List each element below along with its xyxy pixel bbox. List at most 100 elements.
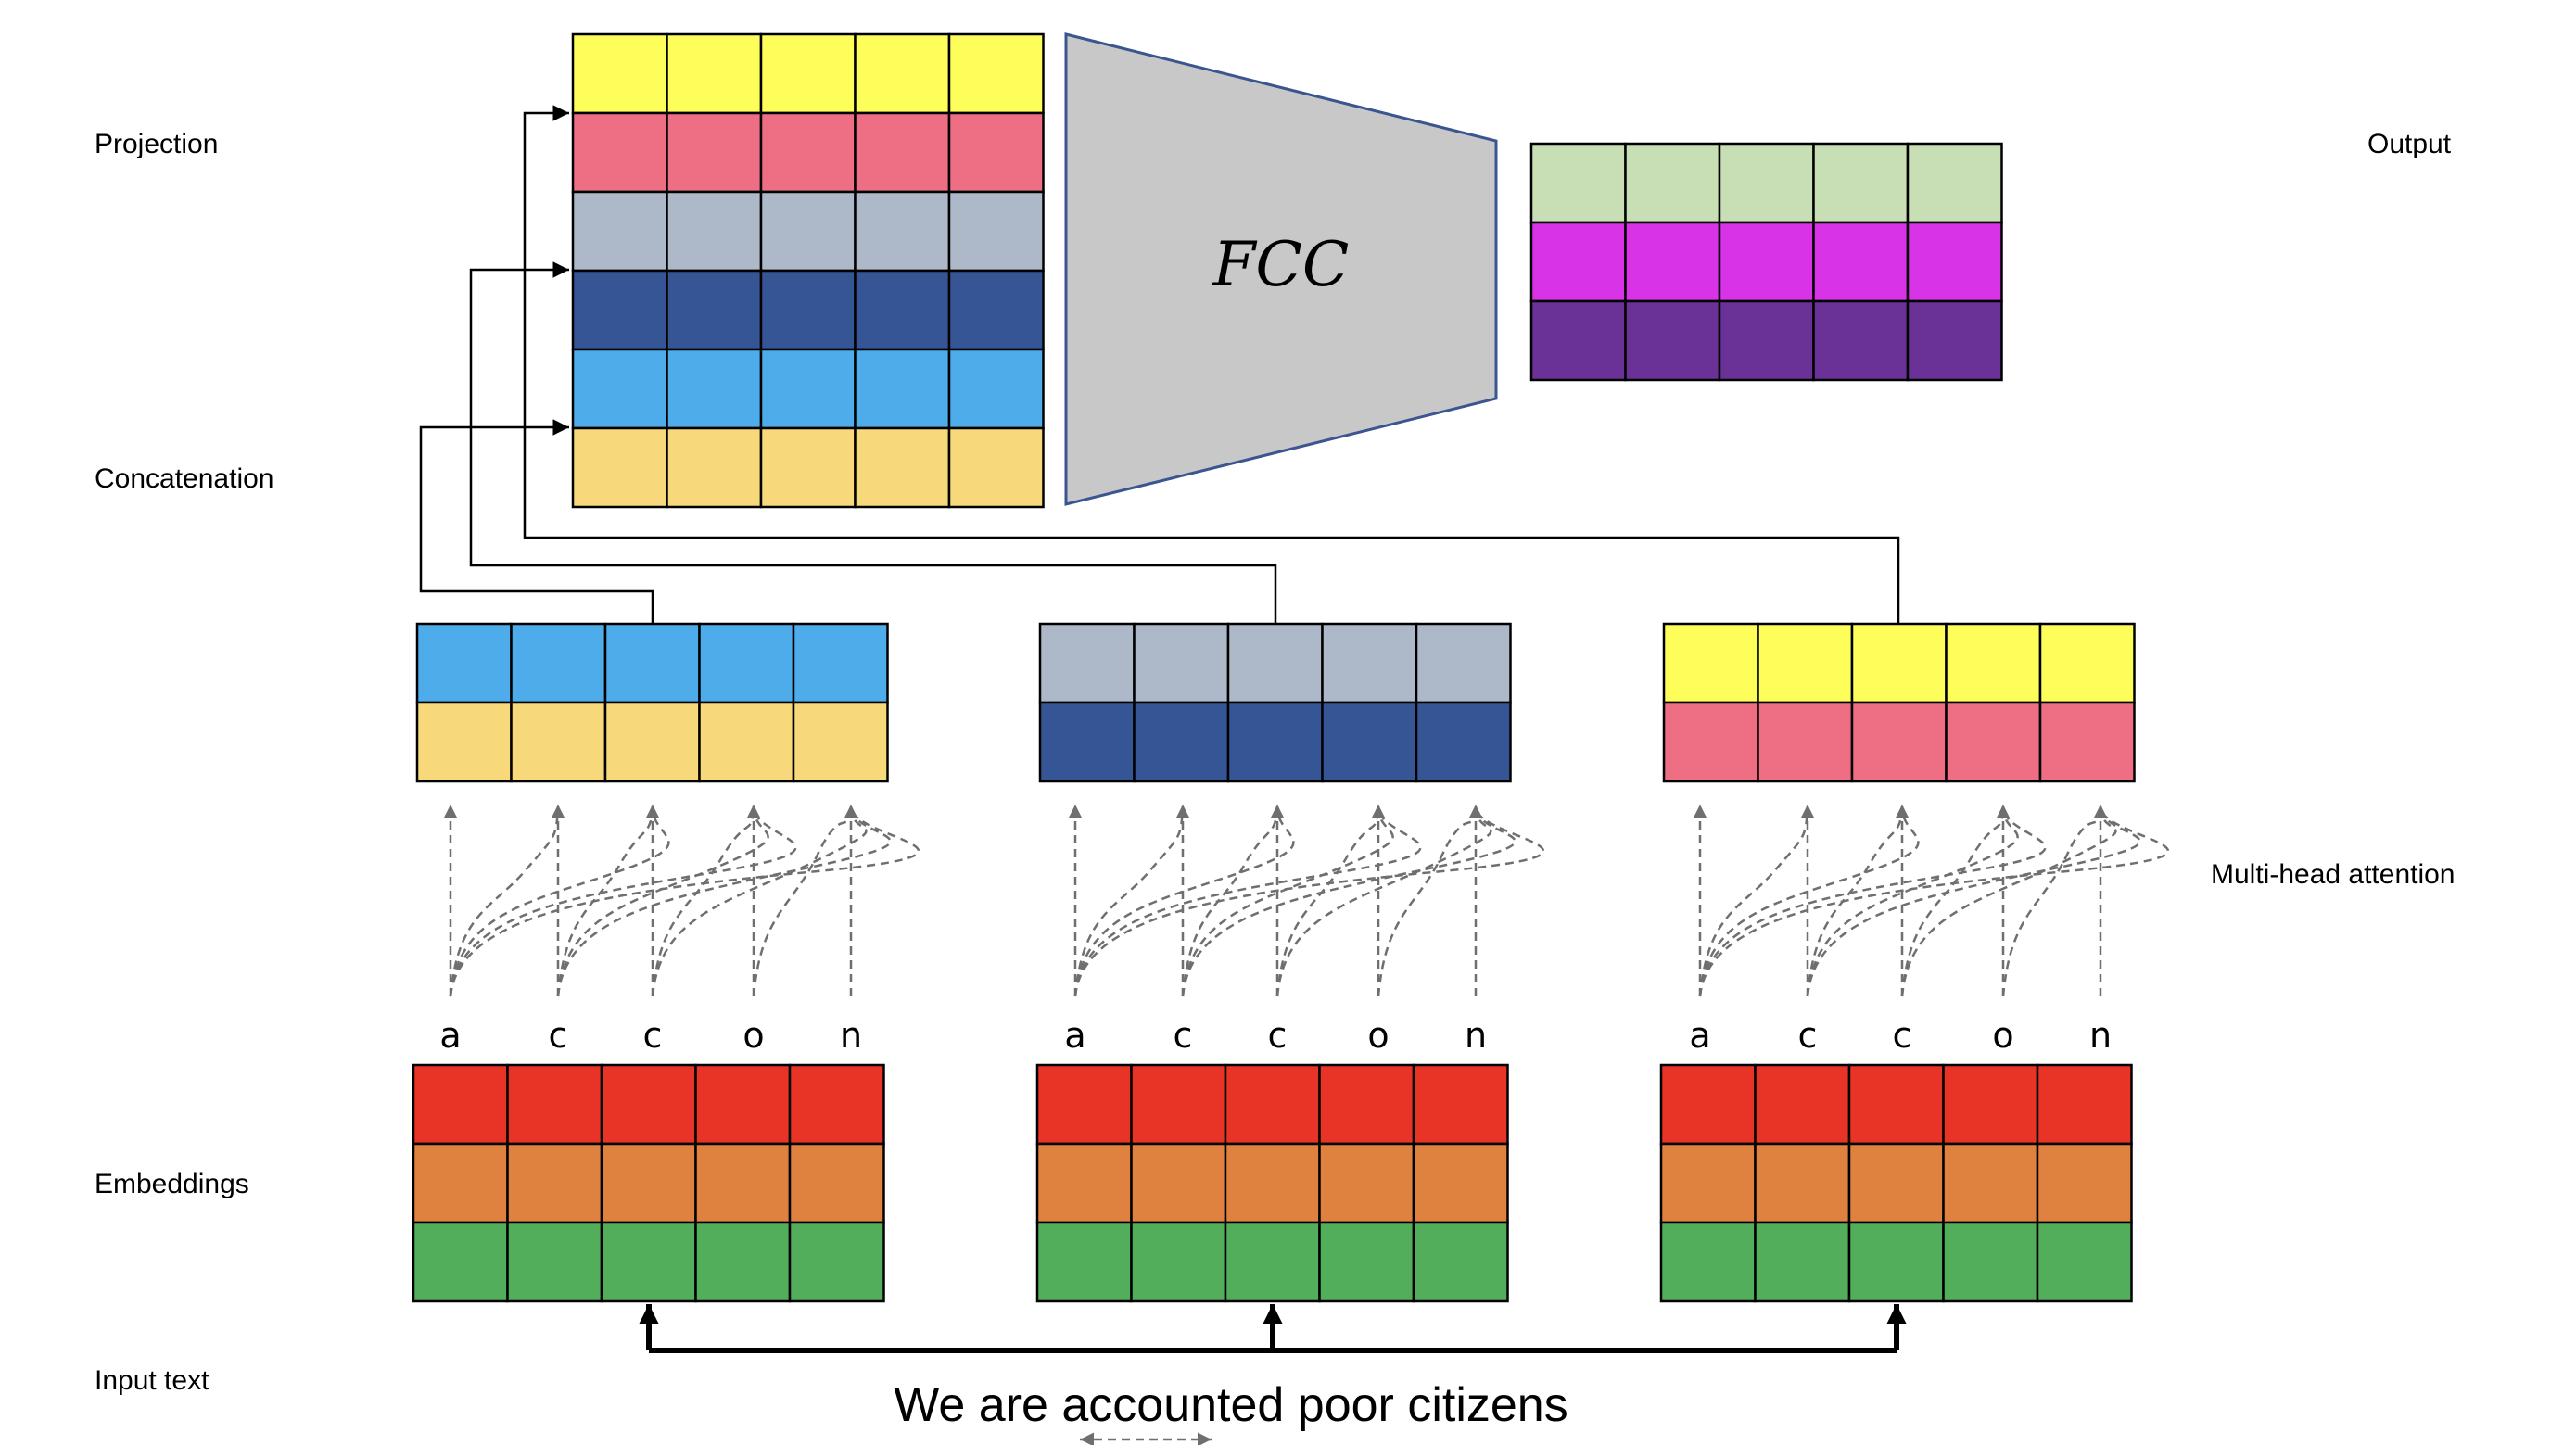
cell-dark_blue bbox=[1226, 701, 1324, 783]
cell-light_blue bbox=[571, 348, 668, 430]
cell-yellow bbox=[947, 32, 1045, 115]
cell-tan bbox=[510, 701, 607, 783]
cell-orange bbox=[412, 1142, 509, 1224]
cell-light_blue bbox=[415, 622, 513, 704]
cell-orange bbox=[1847, 1142, 1945, 1224]
cell-yellow bbox=[2038, 622, 2136, 704]
cell-green bbox=[1035, 1221, 1133, 1303]
output-label: Output bbox=[2367, 129, 2452, 159]
cell-pink bbox=[1662, 701, 1759, 783]
cell-yellow bbox=[1757, 622, 1854, 704]
cell-magenta bbox=[1906, 221, 2003, 303]
head-matrix-1 bbox=[415, 622, 889, 783]
cell-orange bbox=[1412, 1142, 1509, 1224]
cell-light_blue bbox=[854, 348, 951, 430]
concatenation-label: Concatenation bbox=[95, 463, 273, 494]
cell-orange bbox=[1130, 1142, 1227, 1224]
token-c: c bbox=[549, 1015, 568, 1056]
cell-yellow bbox=[571, 32, 668, 115]
cell-green bbox=[412, 1221, 509, 1303]
attention-curve bbox=[2001, 805, 2102, 997]
cell-green bbox=[1754, 1221, 1851, 1303]
cell-light_blue bbox=[947, 348, 1045, 430]
cell-red bbox=[1224, 1063, 1321, 1146]
attention-curve bbox=[449, 805, 670, 997]
token-a: a bbox=[1689, 1015, 1710, 1056]
projection-label: Projection bbox=[95, 129, 218, 159]
input-connectors bbox=[639, 1304, 1907, 1353]
cell-magenta bbox=[1624, 221, 1721, 303]
cell-tan bbox=[759, 426, 857, 509]
token-n: n bbox=[840, 1015, 862, 1056]
cell-light_green bbox=[1812, 142, 1910, 224]
cell-red bbox=[1412, 1063, 1509, 1146]
cell-magenta bbox=[1529, 221, 1627, 303]
attention-curve bbox=[1275, 805, 1492, 997]
attention-curve bbox=[1073, 805, 1185, 997]
cell-red bbox=[694, 1063, 792, 1146]
cell-tan bbox=[571, 426, 668, 509]
cell-red bbox=[1942, 1063, 2039, 1146]
cell-orange bbox=[694, 1142, 792, 1224]
token-a: a bbox=[439, 1015, 461, 1056]
cell-yellow bbox=[759, 32, 857, 115]
cell-pink bbox=[1945, 701, 2042, 783]
cell-green bbox=[1318, 1221, 1415, 1303]
cell-red bbox=[1754, 1063, 1851, 1146]
cell-gray_blue bbox=[947, 190, 1045, 273]
cell-tan bbox=[947, 426, 1045, 509]
cell-pink bbox=[2038, 701, 2136, 783]
attention-curve bbox=[556, 805, 654, 997]
cell-purple bbox=[1718, 299, 1815, 382]
attention-curve bbox=[1377, 805, 1478, 997]
cell-light_blue bbox=[698, 622, 795, 704]
attention-curve bbox=[752, 805, 853, 997]
cell-orange bbox=[788, 1142, 885, 1224]
cell-green bbox=[506, 1221, 603, 1303]
cell-yellow bbox=[666, 32, 763, 115]
cell-yellow bbox=[1945, 622, 2042, 704]
cell-gray_blue bbox=[666, 190, 763, 273]
token-n: n bbox=[1465, 1015, 1487, 1056]
cell-orange bbox=[600, 1142, 697, 1224]
token-c: c bbox=[1268, 1015, 1288, 1056]
cell-dark_blue bbox=[571, 269, 668, 351]
cell-pink bbox=[759, 111, 857, 194]
token-c: c bbox=[1174, 1015, 1193, 1056]
matrix-blocks bbox=[412, 32, 2136, 1303]
attention-curve bbox=[1698, 805, 2170, 997]
cell-red bbox=[1847, 1063, 1945, 1146]
cell-red bbox=[600, 1063, 697, 1146]
cell-tan bbox=[792, 701, 889, 783]
cell-dark_blue bbox=[1321, 701, 1418, 783]
cell-tan bbox=[415, 701, 513, 783]
cell-dark_blue bbox=[759, 269, 857, 351]
attention-curve bbox=[449, 805, 797, 997]
attention-curve bbox=[1073, 805, 1422, 997]
cell-light_blue bbox=[510, 622, 607, 704]
cell-pink bbox=[1850, 701, 1948, 783]
cell-red bbox=[2036, 1063, 2133, 1146]
cell-light_blue bbox=[603, 622, 701, 704]
head-matrix-2 bbox=[1038, 622, 1512, 783]
cell-dark_blue bbox=[1415, 701, 1512, 783]
attention-curve bbox=[1698, 805, 1809, 997]
token-o: o bbox=[1992, 1015, 2013, 1056]
cell-dark_blue bbox=[1038, 701, 1136, 783]
attention-curve bbox=[1900, 805, 2005, 997]
embedding-matrix-1 bbox=[412, 1063, 885, 1303]
attention-curve bbox=[1698, 805, 2047, 997]
cell-red bbox=[1130, 1063, 1227, 1146]
attention-curve bbox=[1181, 805, 1516, 997]
cell-dark_blue bbox=[666, 269, 763, 351]
attention-curve bbox=[449, 805, 560, 997]
attention-curve bbox=[1806, 805, 2141, 997]
attention-curve bbox=[1073, 805, 1295, 997]
cell-gray_blue bbox=[1415, 622, 1512, 704]
cell-pink bbox=[666, 111, 763, 194]
cell-tan bbox=[666, 426, 763, 509]
cell-green bbox=[1659, 1221, 1757, 1303]
attention-curve bbox=[1181, 805, 1394, 997]
